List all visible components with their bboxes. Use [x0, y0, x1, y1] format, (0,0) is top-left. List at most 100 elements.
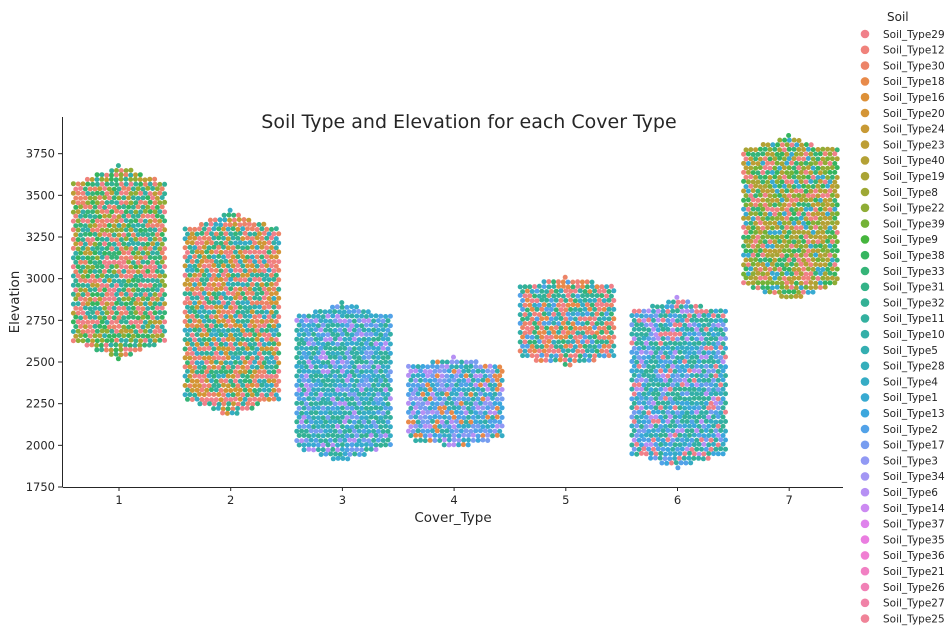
- swarm-point: [147, 176, 153, 182]
- swarm-point: [225, 245, 231, 251]
- swarm-point: [485, 368, 491, 374]
- swarm-point: [94, 177, 100, 182]
- swarm-point: [199, 369, 205, 375]
- swarm-point: [296, 414, 302, 420]
- swarm-point: [672, 313, 678, 319]
- swarm-point: [639, 340, 644, 346]
- swarm-point: [187, 272, 193, 278]
- swarm-point: [385, 382, 391, 388]
- swarm-point: [490, 405, 495, 411]
- swarm-point: [706, 331, 712, 337]
- legend-marker: [860, 329, 870, 339]
- swarm-point: [829, 266, 835, 272]
- swarm-point: [677, 377, 683, 383]
- swarm-point: [669, 460, 674, 466]
- swarm-point: [211, 327, 217, 333]
- swarm-point: [194, 240, 200, 246]
- swarm-point: [689, 391, 695, 397]
- legend-item: Soil_Type6: [860, 487, 938, 499]
- swarm-point: [135, 278, 141, 284]
- swarm-point: [760, 252, 766, 258]
- swarm-point: [789, 160, 795, 166]
- swarm-point: [487, 391, 493, 397]
- swarm-point: [273, 319, 279, 324]
- swarm-point: [558, 344, 564, 350]
- swarm-point: [548, 316, 554, 322]
- swarm-point: [762, 248, 768, 254]
- swarm-point: [218, 295, 224, 301]
- swarm-point: [520, 353, 526, 359]
- swarm-point: [808, 188, 814, 194]
- swarm-point: [273, 254, 279, 260]
- swarm-point: [311, 415, 317, 421]
- swarm-point: [259, 373, 265, 379]
- swarm-point: [113, 347, 119, 353]
- swarm-point: [118, 168, 124, 174]
- swarm-point: [808, 252, 814, 258]
- swarm-point: [560, 302, 566, 308]
- swarm-point: [359, 350, 365, 356]
- swarm-point: [648, 414, 654, 420]
- swarm-point: [225, 328, 231, 333]
- swarm-point: [711, 441, 716, 447]
- legend-label: Soil_Type4: [883, 376, 938, 388]
- swarm-point: [73, 213, 79, 219]
- swarm-point: [221, 272, 226, 278]
- swarm-point: [133, 218, 139, 224]
- swarm-point: [383, 423, 389, 429]
- swarm-point: [482, 419, 488, 425]
- swarm-point: [703, 326, 709, 332]
- swarm-point: [118, 209, 124, 215]
- swarm-point: [682, 313, 688, 319]
- swarm-point: [233, 387, 238, 393]
- swarm-point: [213, 231, 219, 237]
- swarm-point: [335, 322, 341, 328]
- swarm-point: [677, 359, 683, 365]
- swarm-point: [235, 263, 241, 269]
- swarm-point: [356, 391, 362, 397]
- swarm-point: [237, 313, 243, 319]
- swarm-point: [470, 377, 476, 383]
- swarm-point: [318, 373, 324, 379]
- swarm-point: [723, 437, 728, 443]
- swarm-point: [670, 437, 676, 443]
- swarm-point: [750, 152, 756, 157]
- swarm-point: [223, 286, 229, 292]
- legend-label: Soil_Type17: [883, 440, 945, 452]
- swarm-point: [663, 432, 668, 438]
- swarm-point: [294, 410, 300, 416]
- swarm-point: [102, 287, 108, 293]
- swarm-point: [152, 329, 158, 335]
- swarm-point: [296, 424, 302, 430]
- swarm-point: [344, 304, 350, 310]
- swarm-point: [315, 442, 321, 448]
- swarm-point: [123, 218, 129, 224]
- swarm-point: [834, 211, 840, 217]
- swarm-point: [130, 277, 136, 283]
- swarm-point: [162, 264, 168, 270]
- swarm-point: [568, 288, 574, 294]
- swarm-point: [769, 151, 775, 157]
- swarm-point: [114, 227, 120, 233]
- swarm-point: [235, 383, 241, 389]
- swarm-point: [361, 364, 367, 370]
- swarm-point: [682, 423, 688, 429]
- swarm-point: [711, 414, 716, 420]
- swarm-point: [197, 226, 202, 232]
- swarm-point: [109, 291, 115, 297]
- swarm-point: [339, 322, 345, 328]
- swarm-point: [801, 147, 807, 152]
- swarm-point: [485, 438, 491, 443]
- swarm-point: [791, 184, 797, 190]
- swarm-point: [520, 316, 526, 322]
- swarm-point: [781, 193, 787, 199]
- swarm-point: [185, 277, 190, 283]
- legend-label: Soil_Type1: [883, 392, 938, 404]
- swarm-point: [658, 331, 664, 337]
- swarm-point: [805, 230, 811, 236]
- swarm-point: [753, 275, 759, 281]
- swarm-point: [385, 410, 391, 416]
- swarm-point: [427, 433, 433, 439]
- swarm-point: [159, 287, 165, 293]
- swarm-point: [706, 433, 712, 438]
